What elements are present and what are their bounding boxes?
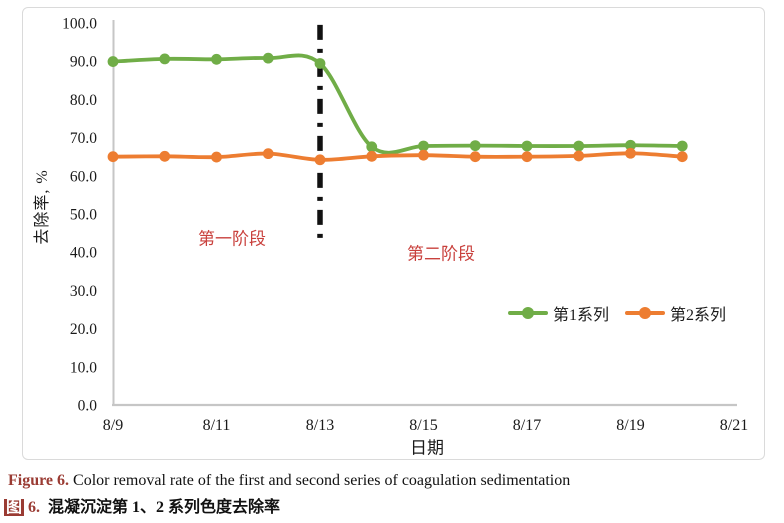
- legend-item-series1: 第1系列: [508, 301, 609, 325]
- y-tick-label: 50.0: [70, 207, 97, 224]
- x-tick-label: 8/17: [513, 417, 541, 434]
- series2-marker: [573, 150, 585, 162]
- series1-marker: [625, 139, 636, 151]
- y-tick-label: 70.0: [70, 130, 97, 147]
- series2-line: [111, 151, 685, 162]
- series2-marker: [314, 154, 326, 166]
- figure-caption-en: Figure 6. Color removal rate of the firs…: [8, 472, 570, 490]
- series1-marker: [159, 53, 171, 65]
- series1-marker: [314, 58, 326, 69]
- series1-marker: [107, 56, 119, 67]
- y-tick-label: 40.0: [70, 245, 97, 262]
- x-tick-label: 8/11: [203, 417, 231, 434]
- figure-zh-highlighted-char: 图: [4, 499, 25, 516]
- series1-marker: [211, 53, 222, 65]
- chart-frame: [22, 7, 765, 460]
- series1-marker: [366, 141, 378, 153]
- series2-marker: [469, 151, 481, 163]
- series2-marker: [625, 147, 636, 159]
- series2-marker: [418, 149, 429, 161]
- series2-marker: [521, 151, 533, 163]
- figure-caption-en-text: Color removal rate of the first and seco…: [73, 472, 571, 489]
- legend-label-series2: 第2系列: [670, 307, 727, 324]
- series1-marker: [573, 140, 585, 152]
- series1-marker: [262, 52, 274, 64]
- stage1-annotation: 第一阶段: [198, 229, 266, 249]
- y-tick-label: 90.0: [70, 54, 97, 71]
- y-tick-label: 100.0: [62, 16, 97, 33]
- figure-caption-zh: 图 6. 混凝沉淀第 1、2 系列色度去除率: [4, 493, 280, 517]
- figure-number-zh: 6.: [28, 499, 41, 516]
- x-tick-label: 8/9: [103, 417, 123, 434]
- figure-caption-zh-text: 混凝沉淀第 1、2 系列色度去除率: [48, 499, 281, 516]
- y-tick-label: 30.0: [70, 283, 97, 300]
- chart-legend: 第1系列 第2系列: [508, 301, 726, 325]
- line-chart: 0.0 10.0 20.0 30.0 40.0 50.0 60.0 70.0 80.0 90.0 1…: [62, 16, 748, 435]
- series2-marker: [262, 148, 274, 160]
- series2-marker: [159, 150, 171, 162]
- y-tick-label: 0.0: [78, 398, 98, 415]
- y-tick-label: 60.0: [70, 168, 97, 185]
- figure-number-en: Figure 6.: [8, 472, 70, 489]
- series2-line-marker-icon: [625, 306, 666, 320]
- x-tick-label: 8/13: [306, 417, 334, 434]
- series2-marker: [107, 151, 119, 163]
- series1-marker: [418, 140, 429, 152]
- y-axis-title: 去除率, %: [34, 169, 51, 245]
- x-axis-title: 日期: [410, 438, 444, 458]
- stage2-annotation: 第二阶段: [407, 244, 475, 264]
- series1-marker: [676, 140, 688, 152]
- series1-line: [111, 53, 685, 155]
- x-tick-label: 8/15: [409, 417, 437, 434]
- legend-label-series1: 第1系列: [553, 307, 610, 324]
- legend-item-series2: 第2系列: [625, 301, 726, 325]
- y-tick-label: 10.0: [70, 359, 97, 376]
- x-tick-label: 8/21: [720, 417, 748, 434]
- y-tick-label: 20.0: [70, 321, 97, 338]
- series2-marker: [211, 151, 222, 163]
- series1-marker: [521, 140, 533, 152]
- x-tick-label: 8/19: [616, 417, 644, 434]
- series1-line-marker-icon: [508, 306, 548, 320]
- series2-marker: [366, 150, 378, 162]
- series1-marker: [469, 140, 481, 152]
- series2-marker: [676, 151, 688, 163]
- y-tick-label: 80.0: [70, 92, 97, 109]
